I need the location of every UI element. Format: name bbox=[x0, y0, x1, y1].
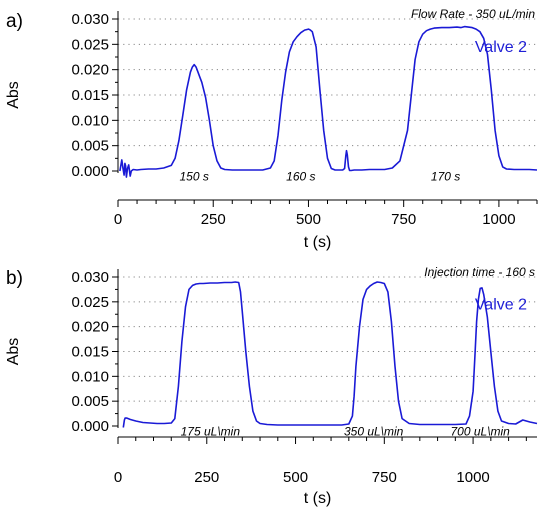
y-tick-label: 0.010 bbox=[71, 112, 109, 129]
x-tick-label: 1000 bbox=[456, 469, 489, 486]
y-axis-title: Abs bbox=[5, 81, 22, 109]
y-tick-label: 0.030 bbox=[71, 11, 109, 28]
x-tick-label: 500 bbox=[296, 211, 321, 228]
top-annotation: Injection time - 160 s bbox=[424, 265, 535, 279]
x-tick-label: 750 bbox=[391, 211, 416, 228]
x-axis-title: t (s) bbox=[304, 490, 332, 507]
chart-panel-b: 0.000 0.005 0.010 0.015 0.020 0.025 0.030 0 250 5… bbox=[5, 265, 538, 507]
x-tick-label: 250 bbox=[194, 469, 219, 486]
y-tick-label: 0.005 bbox=[71, 393, 109, 410]
peak-annotation: 700 uL\min bbox=[450, 424, 510, 438]
series-line bbox=[122, 281, 538, 428]
panel-label: a) bbox=[6, 11, 23, 32]
peak-annotation: 350 uL\min bbox=[344, 424, 404, 438]
y-axis-title: Abs bbox=[5, 338, 22, 366]
x-tick-label: 750 bbox=[372, 469, 397, 486]
chart-panel-a: 0.000 0.005 0.010 0.015 0.020 0.025 0.030 0 250 5… bbox=[5, 7, 538, 251]
peak-annotation: 175 uL\min bbox=[181, 424, 241, 438]
y-tick-label: 0.010 bbox=[71, 368, 109, 385]
x-tick-label: 0 bbox=[114, 469, 122, 486]
x-tick-label: 1000 bbox=[482, 211, 515, 228]
y-tick-label: 0.000 bbox=[71, 163, 109, 180]
y-tick-label: 0.025 bbox=[71, 294, 109, 311]
series-label: Valve 2 bbox=[475, 296, 527, 313]
y-tick-label: 0.005 bbox=[71, 138, 109, 155]
peak-annotation: 160 s bbox=[286, 170, 315, 184]
y-tick-label: 0.025 bbox=[71, 36, 109, 53]
series-label: Valve 2 bbox=[475, 39, 527, 56]
y-tick-label: 0.020 bbox=[71, 62, 109, 79]
y-tick-label: 0.020 bbox=[71, 319, 109, 336]
peak-annotation: 170 s bbox=[431, 170, 460, 184]
x-tick-label: 250 bbox=[201, 211, 226, 228]
x-tick-label: 0 bbox=[114, 211, 122, 228]
x-axis-title: t (s) bbox=[304, 234, 332, 251]
y-tick-label: 0.015 bbox=[71, 87, 109, 104]
y-tick-label: 0.030 bbox=[71, 269, 109, 286]
series-line bbox=[119, 25, 538, 178]
top-annotation: Flow Rate - 350 uL/min bbox=[411, 7, 535, 21]
x-tick-label: 500 bbox=[283, 469, 308, 486]
y-tick-label: 0.000 bbox=[71, 418, 109, 435]
y-tick-label: 0.015 bbox=[71, 344, 109, 361]
panel-label: b) bbox=[6, 268, 23, 289]
peak-annotation: 150 s bbox=[180, 170, 209, 184]
